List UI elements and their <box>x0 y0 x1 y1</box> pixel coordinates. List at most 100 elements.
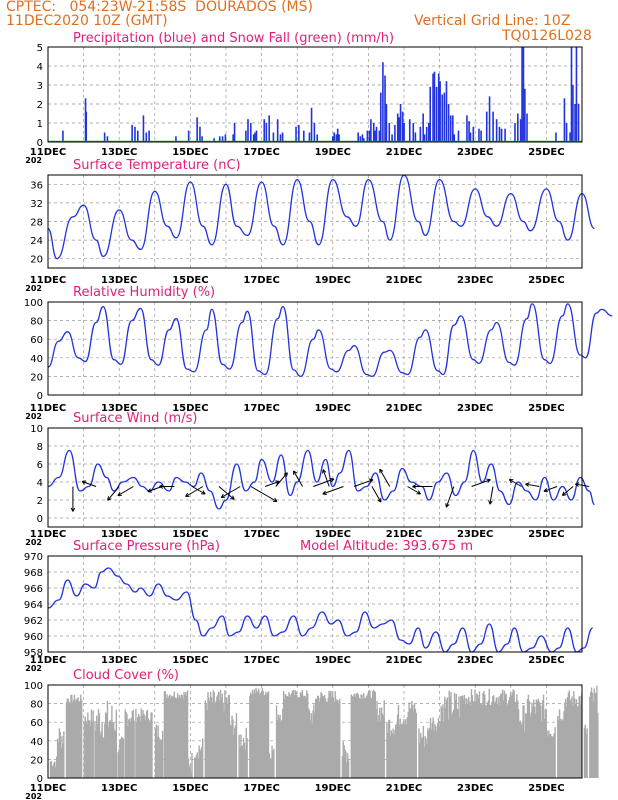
cloud-bar <box>251 690 254 778</box>
cloud-bar <box>230 725 232 778</box>
cloud-bar <box>391 733 393 778</box>
cloud-bar <box>471 695 474 778</box>
precip-bar <box>196 117 198 142</box>
pressure-xtick-label: 15DEC <box>172 655 208 666</box>
cloud-bar <box>483 690 485 778</box>
cloud-bar <box>65 702 68 778</box>
cloud-bar <box>242 745 244 778</box>
cloud-bar <box>341 755 344 778</box>
cloud-bar <box>576 707 579 778</box>
precip-bar <box>472 126 475 142</box>
cloud-bar <box>446 697 449 778</box>
cloud-bar <box>559 718 562 778</box>
cloud-bar <box>390 730 393 778</box>
cloud-bar <box>592 701 595 778</box>
precip-bar <box>145 132 148 142</box>
cloud-bar <box>169 694 171 778</box>
precip-bar <box>401 111 404 142</box>
cloud-bar <box>66 698 69 778</box>
precip-bar <box>572 85 574 142</box>
cloud-bar <box>580 704 582 778</box>
cloud-bar <box>326 701 328 778</box>
rh-year-label: 202 <box>25 412 42 421</box>
cloud-bar <box>460 695 463 778</box>
cloud-bar <box>158 737 160 778</box>
wind-arrow <box>293 470 303 487</box>
precip-bar <box>375 126 378 142</box>
precip-bar <box>445 81 448 142</box>
cloud-bar <box>110 722 112 778</box>
cloud-bar <box>332 697 335 778</box>
precip-bar <box>338 134 340 142</box>
cloud-bar <box>542 694 545 778</box>
cloud-bar <box>181 695 183 778</box>
cloud-bar <box>80 694 82 778</box>
cloud-bar <box>311 723 313 778</box>
cloud-bar <box>232 719 234 778</box>
cloud-bar <box>167 698 169 778</box>
cloud-bar <box>574 703 577 778</box>
cloud-bar <box>49 761 52 778</box>
cloud-bar <box>225 699 227 778</box>
cloud-bar <box>117 752 119 778</box>
cloud-bar <box>423 747 425 778</box>
cloud-bar <box>250 694 253 778</box>
wind-xtick-label: 17DEC <box>243 529 279 540</box>
cloud-bar <box>331 691 334 778</box>
cloud-panel: 0 20 40 60 80 100 11DEC 13DEC 15DEC 17DEC 19DEC 21D… <box>24 668 599 800</box>
cloud-bar <box>102 737 104 778</box>
cloud-bar <box>177 693 179 778</box>
cloud-bar <box>218 700 221 778</box>
precip-bar <box>279 134 282 142</box>
cloud-bar <box>544 709 547 778</box>
wind-arrow <box>185 486 204 497</box>
cloud-bar <box>220 698 223 778</box>
cloud-bar <box>68 701 70 778</box>
cloud-bar <box>519 720 522 778</box>
cloud-bar <box>513 690 515 778</box>
rh-frame <box>47 301 583 396</box>
precip-bar <box>302 130 305 142</box>
cloud-bar <box>53 762 55 778</box>
precip-bar <box>433 71 436 142</box>
cloud-bar <box>436 723 439 778</box>
cloud-bar <box>313 704 315 778</box>
precip-bar <box>252 134 255 142</box>
cloud-bar <box>545 709 547 778</box>
cloud-bar <box>186 690 189 778</box>
cloud-bar <box>60 747 62 778</box>
cloud-bar <box>442 704 444 778</box>
cloud-bar <box>285 696 288 778</box>
cloud-bar <box>508 700 510 778</box>
pressure-panel: 958 960 962 964 966 968 970 11DEC 13DEC 15DEC 17DE… <box>24 539 594 673</box>
cloud-bar <box>379 707 381 778</box>
temp-frame <box>47 174 583 269</box>
cloud-bar <box>352 696 354 778</box>
cloud-bar <box>194 757 197 778</box>
cloud-bar <box>493 695 495 778</box>
precip-bar <box>468 121 470 142</box>
cloud-bar <box>353 694 355 778</box>
precip-bar <box>221 136 224 142</box>
cloud-bar <box>343 745 345 778</box>
precip-bar <box>414 132 417 142</box>
cloud-bar <box>198 745 200 778</box>
precip-bar <box>187 130 190 142</box>
cloud-bar <box>431 723 433 778</box>
precip-bar <box>357 132 359 142</box>
cloud-bar <box>72 699 75 778</box>
temp-series-line <box>47 174 595 260</box>
cloud-bar <box>166 694 168 778</box>
cloud-bar <box>435 726 437 778</box>
cloud-bar <box>283 698 286 778</box>
wind-arrow <box>353 479 374 487</box>
precip-bar <box>521 47 523 142</box>
cloud-bar <box>502 700 505 778</box>
precip-bar <box>452 115 454 142</box>
cloud-bar <box>112 722 115 778</box>
cloud-bar <box>273 749 275 778</box>
wind-arrow-head <box>377 498 382 503</box>
cloud-bar <box>284 693 287 778</box>
cloud-bar <box>231 715 233 778</box>
